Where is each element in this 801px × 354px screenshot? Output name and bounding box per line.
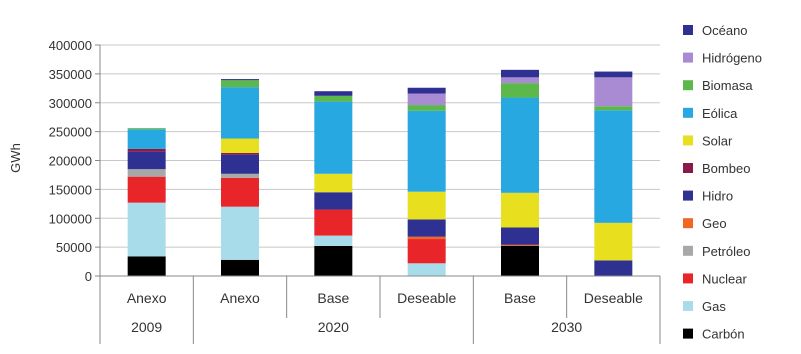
bar-segment-nuclear — [314, 209, 353, 236]
category-label: Deseable — [397, 290, 456, 306]
category-label: Anexo — [127, 290, 167, 306]
bars — [127, 69, 633, 276]
bar-segment-geo — [501, 244, 539, 246]
legend-swatch — [683, 25, 693, 35]
legend-swatch — [683, 301, 693, 311]
legend-swatch — [683, 135, 693, 146]
legend-item: Hidrógeno — [702, 51, 762, 66]
legend-swatch — [683, 190, 693, 201]
y-tick-label: 100000 — [49, 211, 92, 226]
legend-item: Biomasa — [702, 78, 753, 93]
bar-segment-océano — [314, 91, 353, 96]
bar-segment-carbón — [501, 245, 539, 276]
bar-segment-eólica — [127, 129, 166, 149]
bar-segment-gas — [314, 235, 353, 246]
y-tick-label: 400000 — [49, 38, 92, 53]
bar-segment-océano — [594, 71, 633, 78]
legend-swatch — [683, 163, 693, 173]
bar-segment-océano — [501, 69, 539, 78]
y-tick-label: 200000 — [49, 154, 92, 169]
bar-segment-biomasa — [594, 106, 633, 111]
group-label: 2009 — [131, 319, 162, 335]
bar-segment-gas — [221, 206, 259, 260]
group-label: 2020 — [318, 319, 349, 335]
bar-segment-gas — [127, 202, 166, 257]
y-tick-label: 300000 — [49, 96, 92, 111]
bar-segment-eólica — [407, 110, 446, 192]
bar-segment-hidrógeno — [594, 77, 633, 107]
bar-segment-hidro — [594, 260, 633, 276]
bar-segment-océano — [221, 79, 259, 81]
bar-segment-océano — [407, 87, 446, 94]
bar-segment-hidro — [314, 192, 353, 210]
legend-item: Hidro — [702, 189, 733, 204]
legend-swatch — [683, 52, 693, 63]
bar-segment-biomasa — [127, 128, 166, 130]
bar-segment-nuclear — [127, 176, 166, 203]
bar-segment-biomasa — [314, 95, 353, 102]
bar-segment-eólica — [501, 97, 539, 193]
legend-item: Petróleo — [702, 244, 750, 259]
bar-segment-solar — [501, 192, 539, 228]
bar-segment-eólica — [221, 87, 259, 139]
bar-segment-hidro — [221, 154, 259, 174]
legend-swatch — [683, 328, 693, 339]
y-tick-label: 150000 — [49, 182, 92, 197]
bar-segment-petróleo — [127, 169, 166, 177]
y-axis-label: GWh — [8, 143, 23, 173]
bar-segment-carbón — [314, 245, 353, 276]
bar-segment-solar — [221, 138, 259, 153]
bar-segment-geo — [407, 236, 446, 240]
bar-segment-bombeo — [127, 148, 166, 152]
bar-segment-solar — [407, 191, 446, 220]
bar-segment-hidrógeno — [501, 77, 539, 84]
category-label: Base — [317, 290, 349, 306]
y-tick-label: 350000 — [49, 67, 92, 82]
bar-segment-hidro — [127, 151, 166, 170]
legend-item: Gas — [702, 299, 726, 314]
bar-segment-solar — [594, 222, 633, 261]
legend-item: Eólica — [702, 106, 738, 121]
y-tick-label: 250000 — [49, 125, 92, 140]
legend-item: Nuclear — [702, 271, 747, 286]
bar-segment-carbón — [127, 256, 166, 276]
bar-segment-biomasa — [221, 80, 259, 88]
bar-segment-petróleo — [221, 173, 259, 178]
legend-item: Bombeo — [702, 161, 750, 176]
bar-segment-gas — [407, 263, 446, 276]
category-label: Base — [504, 290, 536, 306]
category-label: Deseable — [584, 290, 643, 306]
legend-item: Solar — [702, 133, 733, 148]
bar-segment-nuclear — [221, 177, 259, 207]
bar-segment-eólica — [314, 101, 353, 174]
legend-swatch — [683, 245, 693, 256]
bar-segment-hidrógeno — [407, 93, 446, 106]
bar-segment-biomasa — [407, 105, 446, 111]
grid-lines — [100, 44, 660, 277]
x-axis: Anexo Anexo Base Deseable Base Deseable 2009 20… — [99, 275, 661, 344]
legend-item: Carbón — [702, 327, 745, 342]
bar-segment-eólica — [594, 110, 633, 223]
bar-segment-carbón — [221, 259, 259, 276]
y-tick-label: 0 — [85, 269, 92, 284]
bar-segment-bombeo — [221, 152, 259, 155]
legend-item: Océano — [702, 23, 748, 38]
group-label: 2030 — [551, 319, 582, 335]
legend-swatch — [683, 80, 693, 91]
legend-item: Geo — [702, 216, 727, 231]
bar-segment-nuclear — [407, 239, 446, 264]
bar-segment-biomasa — [501, 83, 539, 98]
legend-swatch — [683, 107, 693, 118]
legend-swatch — [683, 218, 693, 229]
bar-segment-hidro — [407, 219, 446, 237]
y-axis: 0 50000 100000 150000 200000 250000 300000 3500… — [49, 38, 101, 284]
category-label: Anexo — [220, 290, 260, 306]
bar-segment-hidro — [501, 227, 539, 245]
bar-segment-solar — [314, 173, 353, 193]
y-tick-label: 50000 — [56, 240, 92, 255]
legend-swatch — [683, 273, 693, 284]
legend: Océano Hidrógeno Biomasa Eólica Solar Bombeo H… — [683, 23, 762, 342]
